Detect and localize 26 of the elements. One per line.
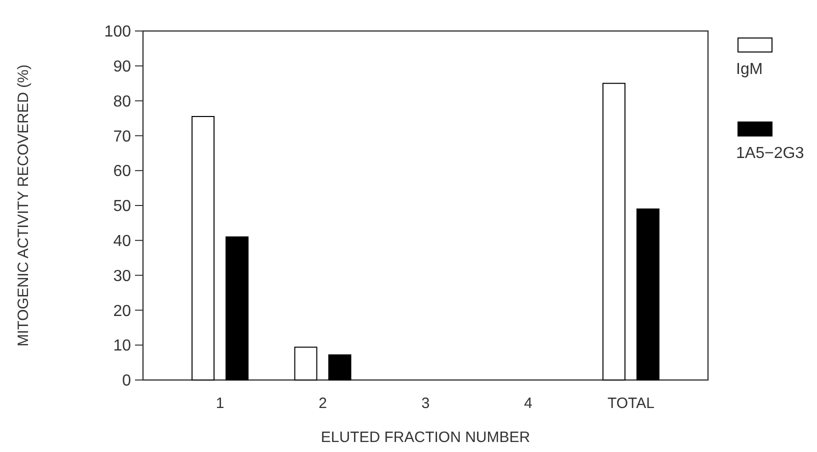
legend-label: IgM	[736, 61, 763, 78]
y-tick-label: 20	[113, 302, 132, 320]
x-tick-label: 3	[421, 395, 430, 412]
bar	[192, 116, 215, 380]
x-axis-title: ELUTED FRACTION NUMBER	[320, 429, 530, 446]
x-tick-label: 1	[216, 395, 224, 412]
bar	[226, 236, 249, 380]
y-tick-label: 10	[113, 338, 132, 355]
x-tick-label: 4	[524, 395, 532, 412]
y-tick-label: 50	[113, 198, 132, 216]
y-tick-label: 100	[104, 24, 132, 41]
y-tick-label: 40	[113, 233, 132, 250]
bar	[328, 354, 352, 380]
x-tick-label: TOTAL	[607, 395, 654, 412]
y-tick-label: 60	[113, 163, 132, 180]
bar	[294, 346, 318, 380]
y-tick-label: 0	[122, 372, 132, 390]
bar	[636, 208, 660, 380]
bar	[602, 82, 626, 380]
legend-label: 1A5−2G3	[736, 145, 804, 162]
y-tick-label: 70	[113, 128, 132, 146]
y-axis-title: MITOGENIC ACTIVITY RECOVERED (%)	[15, 64, 32, 346]
y-tick-label: 30	[113, 268, 132, 285]
x-tick-label: 2	[318, 395, 327, 412]
y-tick-label: 80	[113, 93, 132, 110]
y-tick-label: 90	[113, 58, 132, 76]
